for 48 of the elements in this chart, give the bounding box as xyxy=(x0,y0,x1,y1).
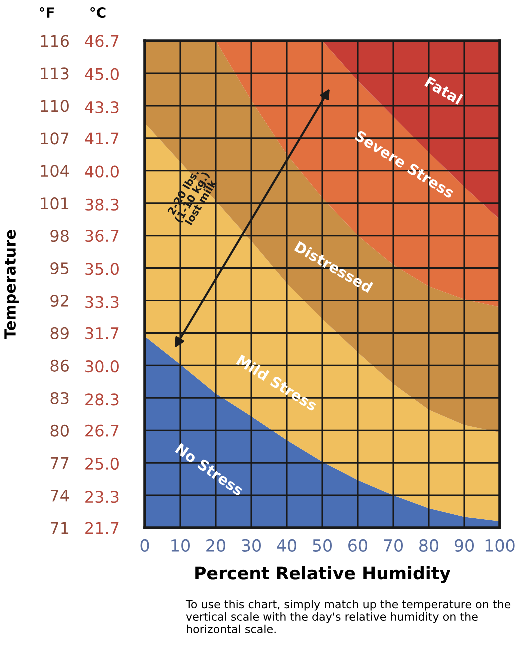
x-tick-label: 80 xyxy=(420,539,438,552)
y2-tick-label: 41.7 xyxy=(85,132,119,144)
y-axis-title: Temperature xyxy=(4,230,19,340)
y2-tick-label: 35.0 xyxy=(86,263,119,276)
y-tick-label: 74 xyxy=(50,490,70,502)
y2-tick-label: 46.7 xyxy=(85,35,119,48)
x-tick-label: 100 xyxy=(486,539,515,552)
y-tick-label: 98 xyxy=(50,230,69,242)
y2-tick-label: 33.3 xyxy=(86,296,119,308)
y2-tick-label: 28.3 xyxy=(86,394,119,406)
y2-tick-label: 43.3 xyxy=(85,101,119,114)
text: °C xyxy=(90,7,106,18)
y-tick-label: 95 xyxy=(50,262,69,275)
y2-tick-label: 25.0 xyxy=(86,458,119,470)
y2-tick-label: 21.7 xyxy=(86,522,119,534)
y-tick-label: 110 xyxy=(41,100,69,112)
y2-tick-label: 31.7 xyxy=(86,327,119,340)
y-tick-label: 89 xyxy=(50,327,69,340)
x-axis-title: Percent Relative Humidity xyxy=(196,566,451,584)
y2-tick-label: 45.0 xyxy=(85,68,119,80)
y-tick-label: 101 xyxy=(41,198,69,210)
y-tick-label: 86 xyxy=(50,360,69,372)
y2-tick-label: 26.7 xyxy=(86,424,119,437)
y-tick-label: 116 xyxy=(41,35,69,48)
y-tick-label: 104 xyxy=(41,165,70,178)
x-tick-label: 70 xyxy=(384,539,403,552)
y2-tick-label: 40.0 xyxy=(85,166,119,178)
x-tick-label: 30 xyxy=(242,539,261,552)
y2-tick-label: 36.7 xyxy=(86,230,119,242)
text: To use this chart, simply match up the temperature on the vertical scale with the day's relative humidity on the horizontal scale. xyxy=(186,600,511,634)
y-tick-label: 107 xyxy=(41,132,69,145)
text: °F xyxy=(40,7,54,18)
x-tick-label: 20 xyxy=(206,539,226,552)
x-tick-label: 50 xyxy=(313,539,332,552)
x-tick-label: 0 xyxy=(140,539,150,552)
x-tick-label: 40 xyxy=(277,539,296,552)
y-tick-label: 77 xyxy=(50,457,69,470)
y2-tick-label: 23.3 xyxy=(86,491,119,504)
y2-tick-label: 38.3 xyxy=(86,198,119,211)
y-tick-label: 113 xyxy=(41,68,69,80)
y2-tick-label: 30.0 xyxy=(86,360,119,373)
y-tick-label: 83 xyxy=(50,392,69,404)
x-tick-label: 90 xyxy=(454,539,474,552)
x-tick-label: 60 xyxy=(348,539,368,552)
y-tick-label: 92 xyxy=(50,294,68,308)
x-tick-label: 10 xyxy=(172,539,190,552)
y-tick-label: 71 xyxy=(50,522,69,534)
y-tick-label: 80 xyxy=(50,424,69,437)
